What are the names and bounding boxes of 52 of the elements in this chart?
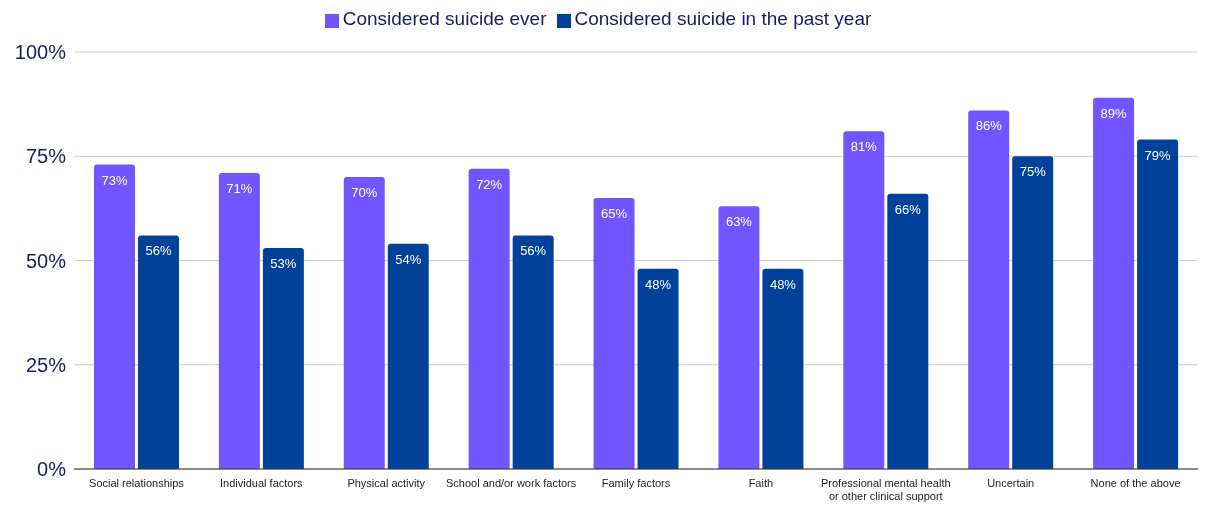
data-label: 75% [1019,164,1047,180]
bar [887,193,929,469]
x-tick-label: Professional mental health or other clinical support [820,477,951,502]
y-tick-label: 100% [14,41,67,64]
bar [468,168,510,469]
data-label: 48% [645,276,672,292]
data-label: 56% [520,243,547,259]
x-tick-label: Faith [748,477,774,489]
x-tick-label: Social relationships [89,477,185,489]
data-label: 89% [1100,105,1128,121]
data-label: 56% [145,243,172,259]
bar [843,131,885,469]
bar [718,206,760,469]
x-tick-label: Individual factors [220,477,304,489]
data-label: 73% [101,172,128,188]
data-label: 54% [395,251,422,267]
bar [593,197,635,469]
y-tick-label: 0% [37,458,67,481]
bar [137,235,179,469]
y-tick-label: 75% [25,145,67,168]
data-label: 53% [270,255,297,271]
bar [387,243,429,469]
bar [93,164,135,469]
bar [968,110,1010,469]
bar [343,177,385,469]
x-tick-label: Uncertain [987,477,1035,489]
y-tick-label: 25% [25,353,67,376]
data-label: 48% [769,276,797,292]
data-label: 63% [725,214,753,230]
bar [1012,156,1054,469]
data-label: 72% [476,176,503,192]
x-tick-label: None of the above [1090,477,1181,489]
data-label: 86% [975,118,1003,134]
x-tick-label: School and/or work factors [445,477,577,489]
bar [512,235,554,469]
y-tick-label: 50% [25,249,67,272]
legend-label: Considered suicide in the past year [574,8,872,29]
bar [262,247,304,469]
data-label: 79% [1144,147,1172,163]
data-label: 66% [894,201,922,217]
bar [637,268,679,469]
x-tick-label: Family factors [601,477,671,489]
x-tick-label: Physical activity [347,477,426,489]
bar [218,172,260,469]
data-label: 65% [601,205,628,221]
legend-label: Considered suicide ever [342,8,547,29]
data-label: 70% [351,185,378,201]
bar [1093,97,1135,469]
bar [762,268,804,469]
data-label: 81% [850,139,878,155]
bar [1137,139,1179,469]
data-label: 71% [226,180,253,196]
